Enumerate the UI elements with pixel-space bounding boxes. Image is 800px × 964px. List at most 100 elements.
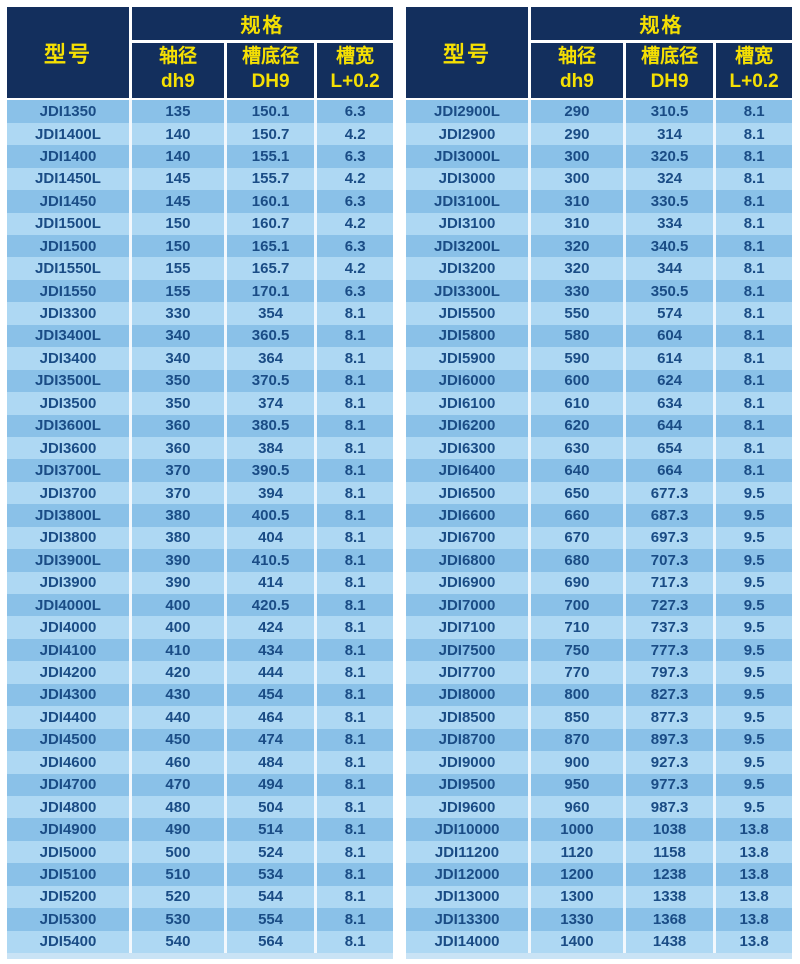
- value-cell: 690: [527, 571, 623, 594]
- model-cell: JDI6700: [406, 526, 528, 550]
- model-cell: JDI4000L: [7, 594, 129, 617]
- table-footer-strip: [406, 953, 792, 959]
- table-row: JDI5000 500 524 8.1: [7, 840, 393, 864]
- model-cell: JDI3400L: [7, 324, 129, 348]
- model-cell: JDI3700L: [7, 459, 129, 482]
- value-cell: 310.5: [622, 100, 714, 123]
- value-cell: 710: [527, 616, 623, 639]
- value-cell: 390.5: [223, 459, 315, 482]
- value-cell: 8.1: [314, 392, 393, 415]
- value-cell: 155.1: [223, 145, 315, 168]
- table-row: JDI14000 1400 1438 13.8: [406, 930, 792, 953]
- column-header-code: DH9: [251, 70, 290, 92]
- value-cell: 950: [527, 773, 623, 796]
- value-cell: 334: [622, 212, 714, 235]
- value-cell: 4.2: [314, 212, 393, 235]
- value-cell: 8.1: [314, 302, 393, 325]
- spec-table: 型号 规格 轴径 dh9 槽底径 DH9 槽宽 L+0.2: [7, 7, 393, 953]
- value-cell: 324: [622, 167, 714, 191]
- value-cell: 520: [128, 885, 224, 909]
- model-cell: JDI1450L: [7, 167, 129, 191]
- value-cell: 8.1: [314, 908, 393, 931]
- table-row: JDI1400 140 155.1 6.3: [7, 145, 393, 168]
- value-cell: 727.3: [622, 594, 714, 617]
- value-cell: 1000: [527, 818, 623, 841]
- column-header-code: dh9: [161, 70, 195, 92]
- model-cell: JDI8500: [406, 706, 528, 729]
- table-row: JDI11200 1120 1158 13.8: [406, 840, 792, 864]
- model-cell: JDI2900L: [406, 100, 528, 123]
- value-cell: 384: [223, 436, 315, 460]
- column-header-cn: 轴径: [557, 46, 596, 67]
- model-cell: JDI1550: [7, 279, 129, 303]
- value-cell: 13.8: [713, 818, 792, 841]
- value-cell: 8.1: [713, 235, 792, 258]
- column-header-cn: 轴径: [158, 46, 197, 67]
- model-cell: JDI4100: [7, 638, 129, 662]
- value-cell: 700: [527, 594, 623, 617]
- value-cell: 8.1: [713, 369, 792, 393]
- table-row: JDI8700 870 897.3 9.5: [406, 728, 792, 752]
- model-cell: JDI3000L: [406, 145, 528, 168]
- spec-table-left: 型号 规格 轴径 dh9 槽底径 DH9 槽宽 L+0.2: [7, 7, 393, 959]
- table-row: JDI7500 750 777.3 9.5: [406, 638, 792, 662]
- value-cell: 540: [128, 930, 224, 953]
- model-cell: JDI3300: [7, 302, 129, 325]
- value-cell: 320.5: [622, 145, 714, 168]
- table-row: JDI9000 900 927.3 9.5: [406, 751, 792, 774]
- value-cell: 1038: [622, 818, 714, 841]
- value-cell: 150: [128, 235, 224, 258]
- model-cell: JDI9500: [406, 773, 528, 796]
- table-row: JDI4900 490 514 8.1: [7, 818, 393, 841]
- table-row: JDI3700L 370 390.5 8.1: [7, 459, 393, 482]
- value-cell: 644: [622, 414, 714, 437]
- table-row: JDI9500 950 977.3 9.5: [406, 773, 792, 796]
- value-cell: 400: [128, 616, 224, 639]
- value-cell: 8.1: [314, 863, 393, 886]
- value-cell: 8.1: [314, 347, 393, 370]
- model-cell: JDI7100: [406, 616, 528, 639]
- model-cell: JDI8700: [406, 728, 528, 752]
- value-cell: 440: [128, 706, 224, 729]
- value-cell: 165.1: [223, 235, 315, 258]
- table-row: JDI6800 680 707.3 9.5: [406, 549, 792, 572]
- value-cell: 9.5: [713, 683, 792, 707]
- column-header-shaft-diameter: 轴径 dh9: [527, 43, 623, 101]
- table-row: JDI1500 150 165.1 6.3: [7, 235, 393, 258]
- value-cell: 737.3: [622, 616, 714, 639]
- value-cell: 490: [128, 818, 224, 841]
- table-row: JDI3300 330 354 8.1: [7, 302, 393, 325]
- table-row: JDI3200 320 344 8.1: [406, 257, 792, 280]
- model-cell: JDI14000: [406, 930, 528, 953]
- value-cell: 8.1: [713, 167, 792, 191]
- value-cell: 364: [223, 347, 315, 370]
- table-row: JDI3700 370 394 8.1: [7, 481, 393, 505]
- value-cell: 350: [128, 392, 224, 415]
- column-header-code: L+0.2: [330, 70, 380, 92]
- value-cell: 687.3: [622, 504, 714, 527]
- model-cell: JDI3200L: [406, 235, 528, 258]
- table-body: JDI2900L 290 310.5 8.1 JDI2900 290 314 8.1 JDI30…: [406, 100, 792, 953]
- value-cell: 444: [223, 661, 315, 684]
- value-cell: 8.1: [713, 392, 792, 415]
- column-header-spec-group: 规格: [527, 7, 792, 43]
- table-row: JDI3200L 320 340.5 8.1: [406, 235, 792, 258]
- value-cell: 977.3: [622, 773, 714, 796]
- table-row: JDI3000L 300 320.5 8.1: [406, 145, 792, 168]
- value-cell: 8.1: [314, 436, 393, 460]
- model-cell: JDI7700: [406, 661, 528, 684]
- value-cell: 9.5: [713, 773, 792, 796]
- value-cell: 650: [527, 481, 623, 505]
- model-cell: JDI4700: [7, 773, 129, 796]
- column-header-model: 型号: [7, 7, 129, 101]
- value-cell: 420: [128, 661, 224, 684]
- column-header-code: DH9: [650, 70, 689, 92]
- value-cell: 394: [223, 481, 315, 505]
- value-cell: 1120: [527, 840, 623, 864]
- table-row: JDI6500 650 677.3 9.5: [406, 481, 792, 505]
- value-cell: 554: [223, 908, 315, 931]
- value-cell: 8.1: [314, 594, 393, 617]
- value-cell: 350: [128, 369, 224, 393]
- table-row: JDI7000 700 727.3 9.5: [406, 594, 792, 617]
- value-cell: 155.7: [223, 167, 315, 191]
